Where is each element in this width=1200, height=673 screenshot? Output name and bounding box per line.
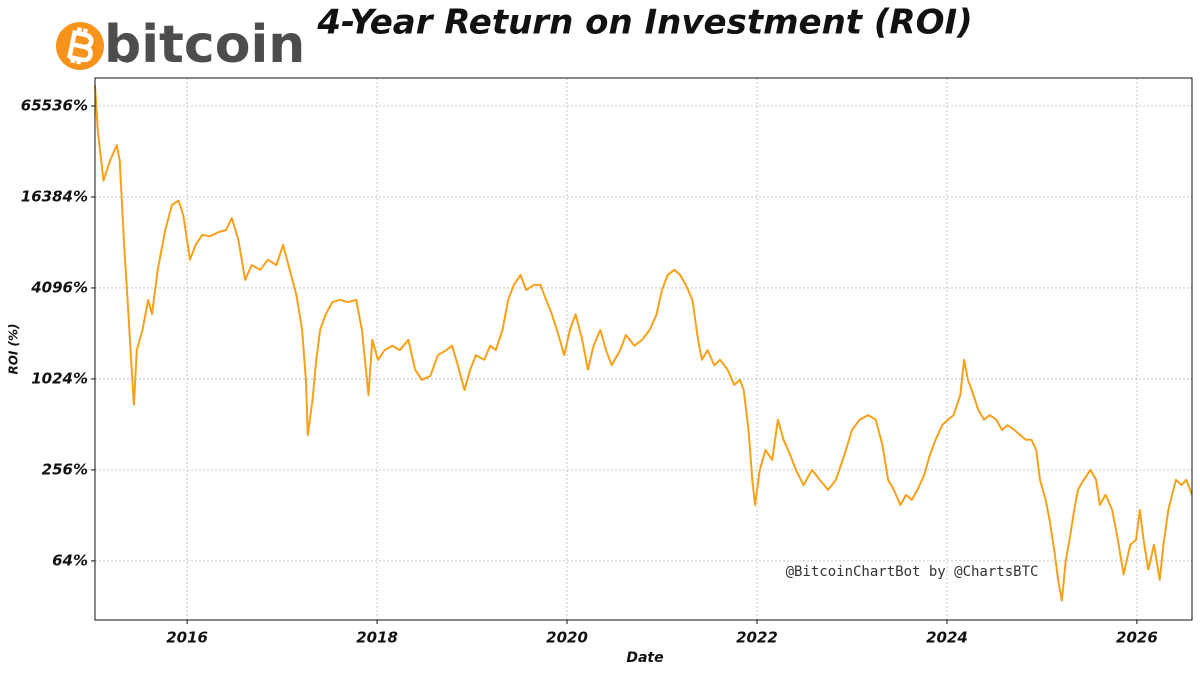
watermark: @BitcoinChartBot by @ChartsBTC [786,564,1039,580]
logo-text: bitcoin [104,15,305,75]
y-tick-label: 1024% [31,369,88,387]
y-tick-label: 4096% [30,278,88,296]
x-tick-label: 2020 [546,629,588,647]
y-tick-label: 65536% [21,96,88,114]
grid [95,78,1192,620]
x-tick-label: 2024 [926,629,968,647]
plot-frame [94,77,1193,621]
x-tick-label: 2016 [166,629,208,647]
chart-title: 4-Year Return on Investment (ROI) [316,3,972,43]
x-axis-label: Date [626,650,663,666]
y-axis-label: ROI (%) [7,323,21,374]
roi-line [94,85,1193,602]
bitcoin-logo: bitcoin [56,15,305,75]
x-tick-label: 2026 [1116,629,1158,647]
y-tick-label: 64% [52,551,88,569]
y-tick-label: 256% [42,460,88,478]
x-tick-label: 2018 [356,629,398,647]
logo-symbol [67,27,94,65]
x-tick-label: 2022 [736,629,778,647]
plot-area [94,85,1193,602]
y-tick-label: 16384% [21,187,88,205]
